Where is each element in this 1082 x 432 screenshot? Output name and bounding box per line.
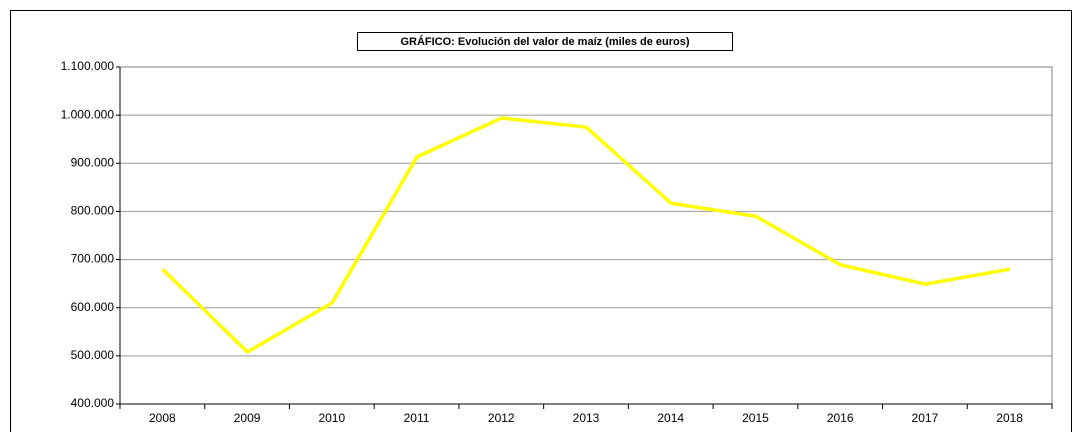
chart-title: GRÁFICO: Evolución del valor de maíz (mi…: [400, 35, 689, 48]
y-tick-label: 1.100.000: [61, 59, 115, 73]
x-tick-label: 2017: [912, 411, 939, 425]
x-tick-label: 2010: [318, 411, 345, 425]
y-tick-label: 900.000: [71, 155, 115, 169]
y-tick-label: 600.000: [71, 300, 115, 314]
x-tick-label: 2011: [404, 411, 430, 425]
x-tick-label: 2013: [573, 411, 600, 425]
chart-border: [10, 10, 1072, 432]
x-tick-label: 2009: [234, 411, 261, 425]
x-tick-label: 2008: [149, 411, 176, 425]
y-tick-label: 700.000: [71, 252, 115, 266]
x-tick-label: 2018: [996, 411, 1023, 425]
x-tick-label: 2012: [488, 411, 515, 425]
line-series: [161, 116, 1010, 354]
y-tick-label: 1.000.000: [61, 107, 115, 121]
y-tick-label: 400.000: [71, 396, 115, 410]
y-tick-label: 800.000: [71, 204, 115, 218]
y-tick-label: 500.000: [71, 348, 115, 362]
title-box: [357, 32, 733, 51]
x-tick-label: 2014: [657, 411, 684, 425]
x-tick-label: 2015: [742, 411, 769, 425]
x-tick-label: 2016: [827, 411, 854, 425]
